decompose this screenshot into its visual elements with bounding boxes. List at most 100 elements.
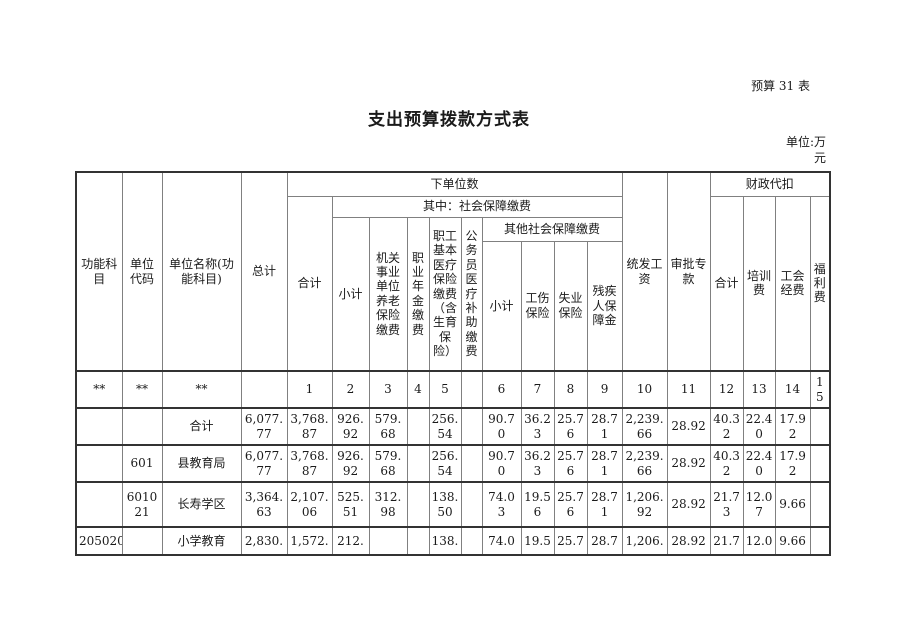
- header-occupational-annuity: 职业年金缴费: [406, 216, 430, 372]
- page-title: 支出预算拨款方式表: [368, 110, 530, 130]
- column-index-cell: [240, 370, 288, 409]
- column-index-cell: **: [75, 370, 123, 409]
- data-cell: 28.92: [666, 526, 711, 556]
- table-row-education-bureau: 601 县教育局 6,077.77 3,768.87 926.92 579.68…: [75, 444, 831, 483]
- data-cell: 17.92: [774, 444, 811, 483]
- data-cell: 22.40: [742, 407, 776, 446]
- data-cell: 25.76: [553, 444, 588, 483]
- data-cell: [809, 444, 831, 483]
- data-cell: [809, 481, 831, 528]
- data-cell: 1,572.: [286, 526, 333, 556]
- data-cell: [406, 481, 430, 528]
- data-cell: 2,239.66: [621, 444, 668, 483]
- data-cell: 312.98: [368, 481, 408, 528]
- data-cell: 19.56: [520, 481, 555, 528]
- table-row-primary-education: 205020 小学教育 2,830. 1,572. 212. 138. 74.0…: [75, 526, 831, 556]
- data-cell: 90.70: [481, 407, 522, 446]
- data-cell: 2,239.66: [621, 407, 668, 446]
- data-cell: 926.92: [331, 444, 370, 483]
- data-cell: 525.51: [331, 481, 370, 528]
- data-cell: 3,768.87: [286, 407, 333, 446]
- table-row-total: 合计 6,077.77 3,768.87 926.92 579.68 256.5…: [75, 407, 831, 446]
- data-cell: 22.40: [742, 444, 776, 483]
- column-index-cell: 11: [666, 370, 711, 409]
- data-cell-unit-name: 县教育局: [161, 444, 242, 483]
- header-union-fee: 工会经费: [774, 195, 811, 372]
- column-index-cell: 4: [406, 370, 430, 409]
- header-group-fiscal-withholding: 财政代扣: [709, 171, 831, 197]
- data-cell: 138.50: [428, 481, 462, 528]
- data-cell: 25.7: [553, 526, 588, 556]
- data-cell: 138.: [428, 526, 462, 556]
- header-row-other-band: 小计 机关事业单位养老保险缴费 职业年金缴费 职工基本医疗保险缴费（含生育保险）…: [76, 216, 830, 372]
- header-training-fee: 培训费: [742, 195, 776, 372]
- header-row-social-band: 合计 其中：社会保障缴费 合计 培训费 工会经费 福利费: [76, 195, 831, 372]
- data-cell: [406, 526, 430, 556]
- data-cell: 2,107.06: [286, 481, 333, 528]
- data-cell: [406, 407, 430, 446]
- data-cell: 926.92: [331, 407, 370, 446]
- table-row-changshou-district: 601021 长寿学区 3,364.63 2,107.06 525.51 312…: [75, 481, 831, 528]
- data-cell: [75, 444, 123, 483]
- data-cell: 74.03: [481, 481, 522, 528]
- data-cell: 36.23: [520, 444, 555, 483]
- data-cell-unit-name: 长寿学区: [161, 481, 242, 528]
- data-cell: 6,077.77: [240, 444, 288, 483]
- column-index-cell: 5: [428, 370, 462, 409]
- budget-allocation-table: 功能科目 单位代码 单位名称(功能科目) 总计 下单位数 统发工资 审批专款 财…: [75, 171, 832, 556]
- data-cell: 25.76: [553, 481, 588, 528]
- header-group-social-security: 其中：社会保障缴费: [331, 195, 623, 218]
- data-cell: 74.0: [481, 526, 522, 556]
- header-group-other-social: 其他社会保障缴费: [481, 216, 623, 242]
- data-cell: 6,077.77: [240, 407, 288, 446]
- column-index-cell: [460, 370, 483, 409]
- data-cell: [121, 526, 163, 556]
- data-cell: 1,206.: [621, 526, 668, 556]
- data-cell: [406, 444, 430, 483]
- header-total: 合计: [286, 195, 333, 372]
- header-subtotal-social: 小计: [331, 216, 370, 372]
- header-withholding-total: 合计: [709, 195, 744, 372]
- header-grand-total: 总计: [240, 171, 288, 372]
- header-welfare-fee: 福利费: [809, 195, 831, 372]
- header-row-groups: 功能科目 单位代码 单位名称(功能科目) 总计 下单位数 统发工资 审批专款 财…: [75, 171, 831, 372]
- header-subtotal-other: 小计: [481, 240, 522, 372]
- column-index-cell: 7: [520, 370, 555, 409]
- column-index-cell: 12: [709, 370, 744, 409]
- data-cell: [460, 407, 483, 446]
- header-unit-name: 单位名称(功能科目): [161, 171, 242, 372]
- data-cell: [460, 526, 483, 556]
- header-injury-insurance: 工伤保险: [520, 240, 555, 372]
- data-cell: 25.76: [553, 407, 588, 446]
- data-cell-unit-code: 601021: [121, 481, 163, 528]
- data-cell: 28.7: [586, 526, 623, 556]
- column-index-cell: 6: [481, 370, 522, 409]
- header-func-subject: 功能科目: [75, 171, 123, 372]
- data-cell: 28.71: [586, 407, 623, 446]
- data-cell: 28.92: [666, 481, 711, 528]
- data-cell: 3,768.87: [286, 444, 333, 483]
- data-cell: 40.32: [709, 407, 744, 446]
- data-cell-func-code: 205020: [75, 526, 123, 556]
- data-cell: 12.0: [742, 526, 776, 556]
- data-cell-unit-name: 小学教育: [161, 526, 242, 556]
- data-cell: 9.66: [774, 481, 811, 528]
- data-cell: 17.92: [774, 407, 811, 446]
- data-cell: [460, 444, 483, 483]
- data-cell: 256.54: [428, 444, 462, 483]
- column-index-cell: 10: [621, 370, 668, 409]
- data-cell: 21.73: [709, 481, 744, 528]
- column-index-cell: 15: [809, 370, 831, 409]
- header-disabled-fund: 残疾人保障金: [586, 240, 623, 372]
- column-index-cell: 3: [368, 370, 408, 409]
- header-unit-code: 单位代码: [121, 171, 163, 372]
- data-cell: 40.32: [709, 444, 744, 483]
- data-cell: 28.71: [586, 481, 623, 528]
- data-cell: 19.5: [520, 526, 555, 556]
- data-cell: 212.: [331, 526, 370, 556]
- data-cell: [368, 526, 408, 556]
- data-cell: 90.70: [481, 444, 522, 483]
- data-cell: [75, 481, 123, 528]
- header-unemployment-insurance: 失业保险: [553, 240, 588, 372]
